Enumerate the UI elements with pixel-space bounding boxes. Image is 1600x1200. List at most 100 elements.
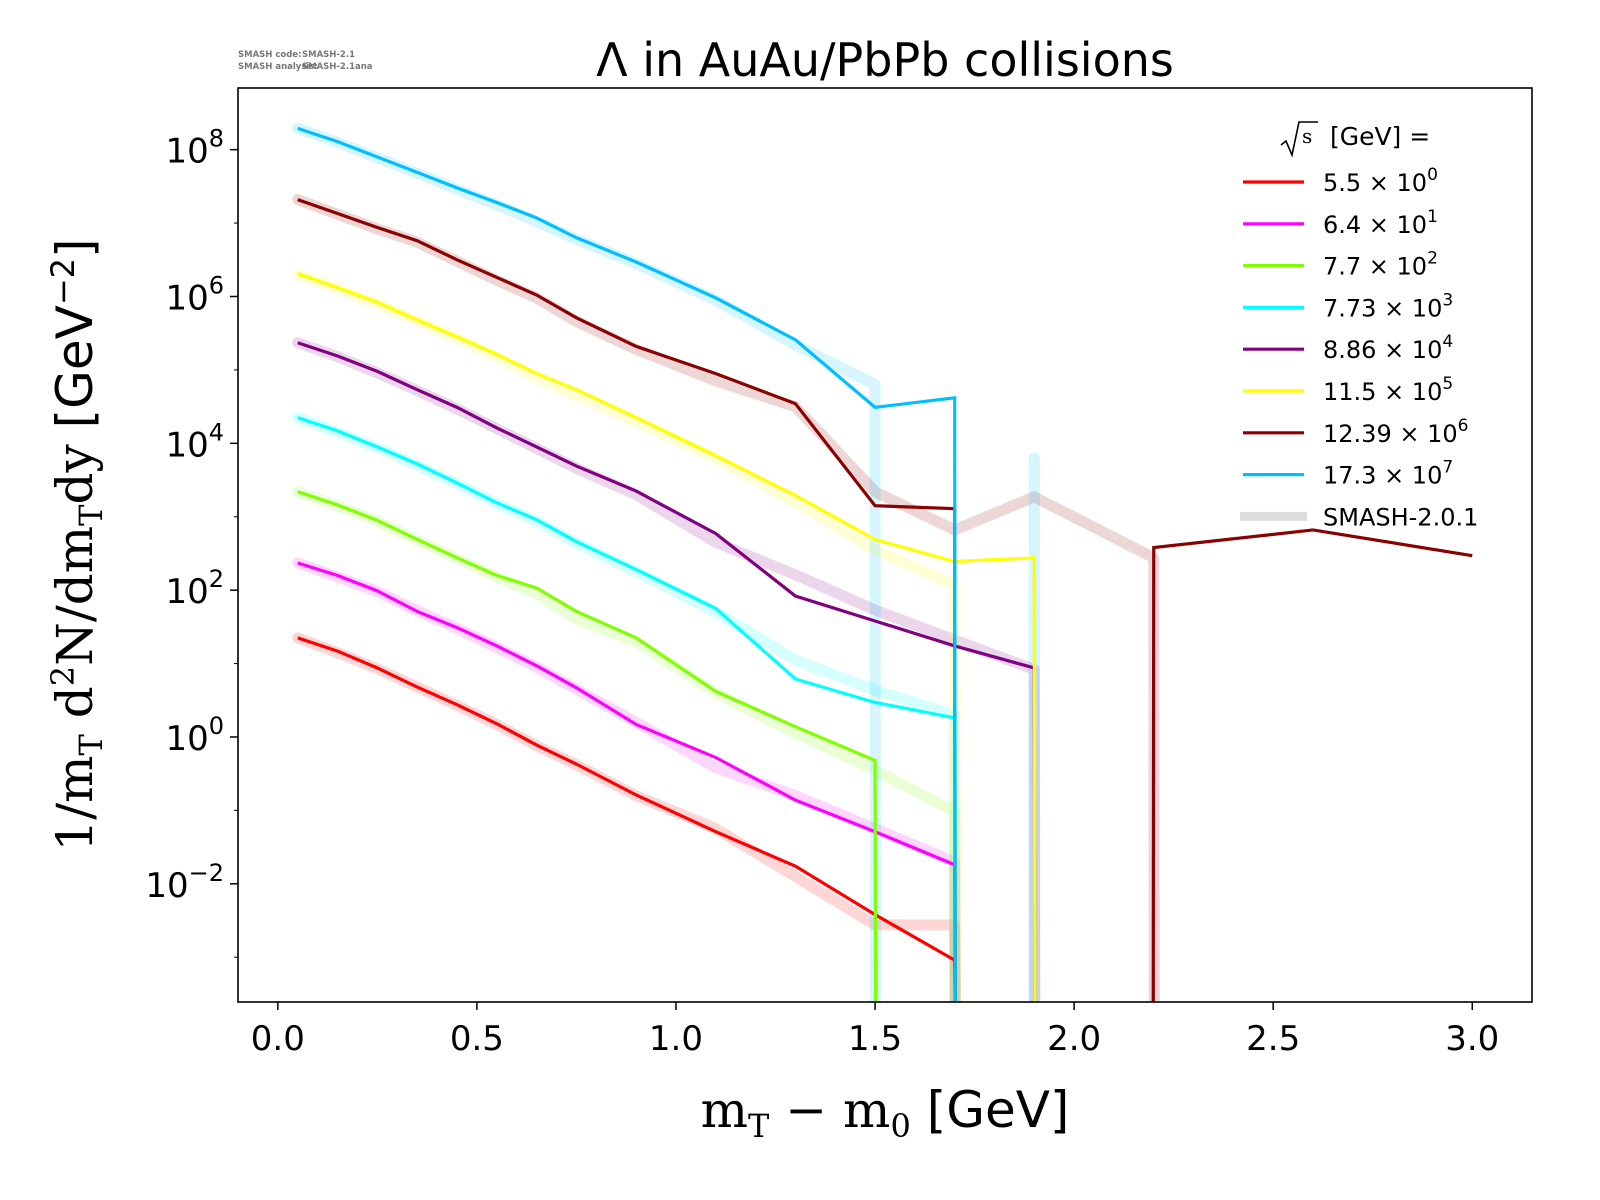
- ylabel-sub: T: [72, 733, 110, 755]
- y-tick-exp: 8: [209, 125, 224, 153]
- legend-exp: 7: [1442, 458, 1453, 478]
- legend-entry: 11.5 × 105: [1243, 374, 1453, 406]
- y-tick-label: 102: [165, 565, 224, 612]
- y-tick-base: 10: [165, 278, 208, 318]
- legend-mantissa: 12.39 × 10: [1323, 420, 1458, 448]
- legend-exp: 2: [1427, 249, 1438, 269]
- legend-entry: 17.3 × 107: [1243, 458, 1453, 490]
- legend-label: SMASH-2.0.1: [1323, 503, 1478, 531]
- ylabel-unit: [GeV: [46, 305, 104, 428]
- ylabel-sup: −2: [44, 258, 82, 305]
- data-curves: [297, 126, 1473, 1002]
- xlabel-sub: 0: [890, 1107, 910, 1145]
- legend-entry: 6.4 × 101: [1243, 207, 1438, 239]
- y-tick-exp: 2: [209, 565, 224, 593]
- legend-mantissa: 6.4 × 10: [1323, 211, 1427, 239]
- xlabel-part: − m: [769, 1081, 890, 1139]
- y-tick-exp: 4: [209, 418, 224, 446]
- legend-entry-reference: SMASH-2.0.1: [1240, 503, 1478, 531]
- legend-entry: 5.5 × 100: [1243, 165, 1438, 197]
- x-axis: 0.0 0.5 1.0 1.5 2.0 2.5 3.0: [251, 1002, 1499, 1059]
- legend-title-s: s: [1302, 124, 1312, 148]
- y-tick-exp: −2: [189, 859, 224, 887]
- data-curve-5: [297, 272, 1037, 1002]
- x-tick-label: 1.5: [848, 1019, 902, 1059]
- ylabel-unit: ]: [46, 238, 104, 258]
- data-curve-6: [297, 198, 1473, 1002]
- legend-label: 11.5 × 105: [1323, 374, 1453, 406]
- reference-curve-1: [292, 557, 961, 1002]
- reference-curves: [292, 122, 1160, 1002]
- data-curve-3: [297, 416, 957, 1002]
- data-curve-4: [297, 341, 1037, 1002]
- ylabel-part: 1/m: [46, 755, 104, 851]
- legend-label: 7.73 × 103: [1323, 290, 1453, 322]
- legend-entry: 8.86 × 104: [1243, 332, 1453, 364]
- y-tick-exp: 6: [209, 271, 224, 299]
- plot-frame: [237, 87, 1533, 1003]
- legend-label: 5.5 × 100: [1323, 165, 1438, 197]
- legend-title: s [GeV] =: [1280, 121, 1430, 158]
- legend-exp: 0: [1427, 165, 1438, 185]
- legend-exp: 6: [1458, 416, 1469, 436]
- y-tick-label: 104: [165, 418, 224, 465]
- x-tick-label: 2.0: [1047, 1019, 1101, 1059]
- y-tick-label: 100: [165, 712, 224, 759]
- watermark-analysis-label: SMASH analysis:: [238, 62, 318, 72]
- ylabel-part: dy: [46, 428, 104, 504]
- y-tick-base: 10: [165, 572, 208, 612]
- legend-mantissa: 11.5 × 10: [1323, 378, 1442, 406]
- x-tick-label: 2.5: [1246, 1019, 1300, 1059]
- y-tick-base: 10: [165, 132, 208, 172]
- ylabel-sub: T: [72, 504, 110, 526]
- legend-entry: 7.73 × 103: [1243, 290, 1453, 322]
- data-curve-1: [297, 561, 957, 1002]
- legend-mantissa: 7.7 × 10: [1323, 253, 1427, 281]
- y-tick-base: 10: [165, 425, 208, 465]
- y-tick-base: 10: [165, 719, 208, 759]
- x-tick-label: 0.0: [251, 1019, 305, 1059]
- x-tick-label: 1.0: [649, 1019, 703, 1059]
- smash-watermark: SMASH code: SMASH-2.1 SMASH analysis: SM…: [238, 50, 373, 72]
- sqrt-icon: [1280, 121, 1318, 158]
- y-tick-exp: 0: [209, 712, 224, 740]
- legend-mantissa: 17.3 × 10: [1323, 462, 1442, 490]
- y-tick-base: 10: [145, 866, 188, 906]
- legend-entry: 12.39 × 106: [1243, 416, 1468, 448]
- ylabel-sup: 2: [44, 666, 82, 686]
- legend-label: 17.3 × 107: [1323, 458, 1453, 490]
- legend-mantissa: 8.86 × 10: [1323, 336, 1442, 364]
- legend-label: 12.39 × 106: [1323, 416, 1468, 448]
- chart-title: Λ in AuAu/PbPb collisions: [596, 33, 1174, 87]
- legend-label: 6.4 × 101: [1323, 207, 1438, 239]
- y-tick-label: 108: [165, 125, 224, 172]
- data-curve-7: [297, 126, 957, 1002]
- y-tick-label: 10−2: [145, 859, 224, 906]
- watermark-code-label: SMASH code:: [238, 50, 301, 60]
- ylabel-part: N/dm: [46, 526, 104, 666]
- y-tick-label: 106: [165, 271, 224, 318]
- x-tick-label: 3.0: [1445, 1019, 1499, 1059]
- data-curve-0: [297, 636, 957, 1002]
- legend-exp: 4: [1442, 332, 1453, 352]
- legend-entry: 7.7 × 102: [1243, 249, 1438, 281]
- x-axis-label: mT − m0 [GeV]: [701, 1081, 1070, 1145]
- x-tick-label: 0.5: [450, 1019, 504, 1059]
- legend-title-text: [GeV] =: [1322, 122, 1430, 151]
- watermark-analysis-value: SMASH-2.1ana: [302, 62, 373, 72]
- legend-label: 7.7 × 102: [1323, 249, 1438, 281]
- legend-exp: 1: [1427, 207, 1438, 227]
- legend-exp: 5: [1442, 374, 1453, 394]
- legend-label: 8.86 × 104: [1323, 332, 1453, 364]
- y-axis-label: 1/mT d2N/dmTdy [GeV−2]: [44, 238, 110, 851]
- legend-exp: 3: [1442, 290, 1453, 310]
- legend-mantissa: 7.73 × 10: [1323, 294, 1442, 322]
- data-curve-2: [297, 490, 878, 1002]
- xlabel-part: m: [701, 1081, 748, 1139]
- legend-mantissa: 5.5 × 10: [1323, 169, 1427, 197]
- xlabel-unit: [GeV]: [911, 1081, 1070, 1139]
- xlabel-sub: T: [748, 1107, 770, 1145]
